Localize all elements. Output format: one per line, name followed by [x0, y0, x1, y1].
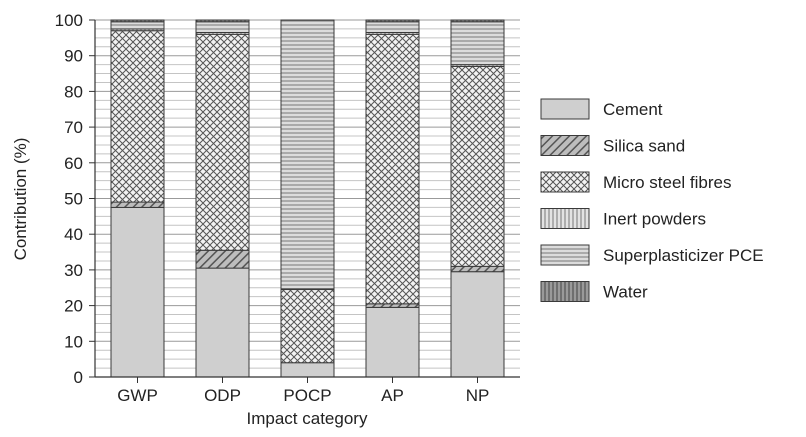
bar-segment-np-silica-sand — [450, 265, 505, 273]
bar-segment-ap-superplasticizer-pce — [365, 21, 420, 33]
bar-segment-odp-water — [195, 19, 250, 23]
legend-swatch-superplasticizer-pce — [540, 244, 590, 266]
bar-segment-gwp-micro-steel-fibres — [110, 30, 165, 203]
bar-segment-odp-micro-steel-fibres — [195, 33, 250, 251]
y-tick-label: 40 — [64, 225, 83, 244]
y-tick-label: 70 — [64, 118, 83, 137]
legend-swatch-water — [540, 281, 590, 302]
bar-segment-ap-cement — [365, 306, 420, 378]
y-tick-label: 30 — [64, 261, 83, 280]
y-tick-label: 100 — [55, 11, 83, 30]
bar-segment-np-superplasticizer-pce — [450, 21, 505, 66]
y-tick-label: 50 — [64, 190, 83, 209]
bar-segment-gwp-water — [110, 19, 165, 23]
x-tick-label: AP — [381, 386, 404, 405]
bar-segment-odp-silica-sand — [195, 249, 250, 269]
x-tick-label: NP — [466, 386, 490, 405]
legend-swatch-cement — [540, 98, 590, 120]
legend-label-water: Water — [603, 283, 648, 302]
bar-segment-np-cement — [450, 271, 505, 378]
bar-segment-ap-silica-sand — [365, 303, 420, 308]
bar-segment-odp-superplasticizer-pce — [195, 21, 250, 33]
legend-swatch-silica-sand — [540, 135, 590, 156]
x-axis-label: Impact category — [247, 409, 368, 428]
bar-segment-pocp-cement — [280, 362, 335, 378]
x-tick-label: POCP — [283, 386, 331, 405]
x-tick-label: ODP — [204, 386, 241, 405]
legend-label-inert-powders: Inert powders — [603, 210, 706, 229]
legend-swatch-inert-powders — [540, 208, 590, 229]
y-tick-label: 0 — [74, 368, 83, 387]
legend: Cement Silica sand Micro steel fibres Inert… — [540, 98, 764, 302]
bar-segment-ap-water — [365, 19, 420, 23]
legend-label-silica-sand: Silica sand — [603, 137, 685, 156]
y-axis-label: Contribution (%) — [11, 138, 30, 261]
y-tick-label: 20 — [64, 297, 83, 316]
y-tick-label: 90 — [64, 47, 83, 66]
y-tick-label: 80 — [64, 82, 83, 101]
bar-segment-odp-cement — [195, 267, 250, 378]
legend-label-micro-steel-fibres: Micro steel fibres — [603, 173, 731, 192]
bar-segment-gwp-silica-sand — [110, 201, 165, 208]
bars — [110, 19, 505, 378]
x-tick-label: GWP — [117, 386, 158, 405]
legend-label-superplasticizer-pce: Superplasticizer PCE — [603, 246, 764, 265]
bar-segment-pocp-micro-steel-fibres — [280, 289, 335, 364]
bar-segment-pocp-superplasticizer-pce — [280, 19, 335, 290]
bar-segment-ap-micro-steel-fibres — [365, 33, 420, 305]
axes: GWP ODP POCP AP NP 0 10 20 30 40 50 60 70 80 90 100 — [55, 11, 520, 405]
bar-segment-gwp-superplasticizer-pce — [110, 21, 165, 30]
legend-label-cement: Cement — [603, 100, 663, 119]
bar-segment-np-micro-steel-fibres — [450, 65, 505, 267]
bar-segment-np-water — [450, 19, 505, 23]
y-tick-label: 10 — [64, 332, 83, 351]
bar-segment-gwp-cement — [110, 206, 165, 378]
legend-swatch-micro-steel-fibres — [540, 171, 590, 193]
y-tick-label: 60 — [64, 154, 83, 173]
